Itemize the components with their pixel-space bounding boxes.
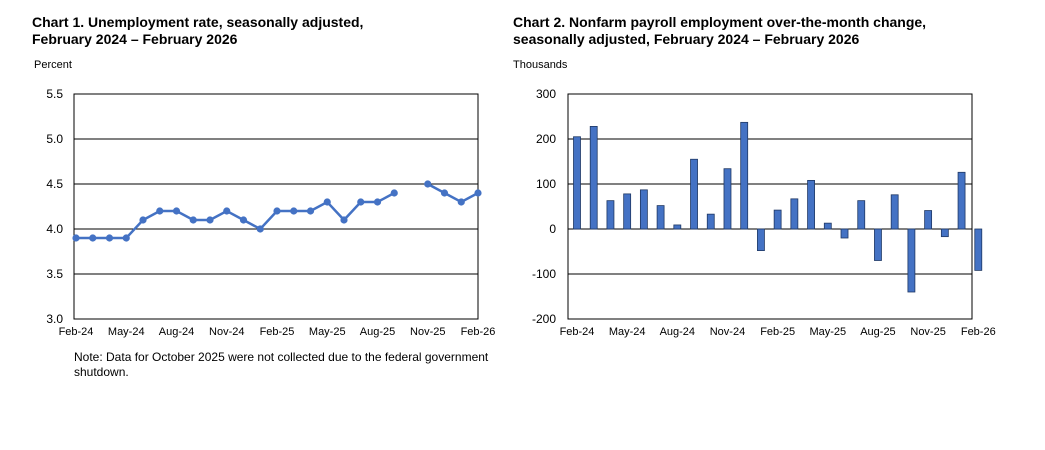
chart2-bar bbox=[907, 228, 916, 293]
chart2-bar bbox=[957, 171, 966, 230]
chart2-xtick-label: Feb-24 bbox=[560, 326, 595, 338]
chart2-bar bbox=[823, 222, 832, 230]
chart1-xtick-label: May-25 bbox=[309, 326, 346, 338]
chart1-title: Chart 1. Unemployment rate, seasonally a… bbox=[32, 14, 363, 48]
chart2-bar bbox=[723, 168, 732, 230]
chart1-data-point bbox=[306, 207, 315, 215]
chart1-xtick-label: Nov-25 bbox=[410, 326, 445, 338]
chart2-ytick-label: 100 bbox=[536, 177, 556, 191]
chart1-ytick-label: 4.5 bbox=[46, 177, 63, 191]
chart1-data-point bbox=[424, 180, 432, 188]
chart2-ytick-label: 0 bbox=[549, 222, 556, 236]
chart2-ytick-label: -200 bbox=[532, 312, 556, 326]
chart2-bar bbox=[573, 136, 581, 230]
chart2-unit-label: Thousands bbox=[513, 59, 568, 71]
chart1-data-point bbox=[290, 207, 298, 215]
chart2-ytick-label: -100 bbox=[532, 267, 556, 281]
chart1-data-point bbox=[139, 216, 147, 224]
chart2-bar bbox=[924, 210, 933, 230]
chart1-title-line1: Chart 1. Unemployment rate, seasonally a… bbox=[32, 14, 364, 30]
chart1-data-point bbox=[89, 234, 97, 242]
chart1-ytick-label: 5.5 bbox=[46, 87, 63, 101]
chart1-xtick-label: Feb-26 bbox=[461, 326, 496, 338]
chart2-xtick-label: Nov-24 bbox=[710, 326, 745, 338]
chart2-bar bbox=[874, 228, 882, 261]
chart1-data-point bbox=[239, 216, 248, 224]
chart1-title-line2: February 2024 – February 2026 bbox=[32, 31, 238, 47]
chart1-xtick-label: Feb-25 bbox=[260, 326, 295, 338]
chart1-data-point bbox=[273, 207, 281, 215]
chart1-plot-frame bbox=[73, 93, 479, 320]
chart2-bar bbox=[673, 224, 682, 230]
chart1-data-point bbox=[474, 189, 482, 197]
chart2-bar bbox=[706, 213, 715, 230]
chart1-series-line bbox=[427, 182, 479, 204]
chart1-ytick-label: 4.0 bbox=[46, 222, 63, 236]
chart1-data-point bbox=[440, 189, 449, 197]
chart2-xtick-label: May-24 bbox=[609, 326, 646, 338]
chart2-bar bbox=[589, 126, 598, 230]
chart1-data-point bbox=[72, 234, 80, 242]
chart1-ytick-label: 3.5 bbox=[46, 267, 63, 281]
chart1-xtick-label: May-24 bbox=[108, 326, 145, 338]
chart1-series-line bbox=[76, 191, 395, 240]
chart2-bar bbox=[840, 228, 849, 239]
chart1-xtick-label: Aug-24 bbox=[159, 326, 194, 338]
chart2-bar bbox=[623, 193, 632, 230]
chart1-data-point bbox=[357, 198, 365, 206]
chart2-bar bbox=[757, 228, 765, 252]
chart1-data-point bbox=[457, 198, 465, 206]
chart2-plot-frame bbox=[567, 93, 973, 320]
chart1-data-point bbox=[172, 207, 181, 215]
chart1-data-point bbox=[223, 207, 231, 215]
chart2-xtick-label: Feb-26 bbox=[961, 326, 996, 338]
chart2-xtick-label: Aug-24 bbox=[660, 326, 695, 338]
chart1-xtick-label: Feb-24 bbox=[59, 326, 94, 338]
chart1-xtick-label: Aug-25 bbox=[360, 326, 395, 338]
chart1-xtick-label: Nov-24 bbox=[209, 326, 244, 338]
chart1-data-point bbox=[156, 207, 164, 215]
chart2-bar bbox=[606, 200, 615, 230]
chart1-note: Note: Data for October 2025 were not col… bbox=[74, 350, 489, 379]
chart2-bar bbox=[790, 198, 799, 230]
chart1-data-point bbox=[390, 189, 398, 197]
chart2-bar bbox=[690, 158, 698, 230]
chart1-data-point bbox=[373, 198, 382, 206]
chart2-bar bbox=[807, 179, 815, 230]
chart1-data-point bbox=[206, 216, 214, 224]
chart2-bar bbox=[857, 200, 866, 230]
chart1-ytick-label: 5.0 bbox=[46, 132, 63, 146]
payroll-bar-chart: -200 -100 0 100 200 300 Feb-24 May-24 Aug-24 Nov-… bbox=[532, 87, 996, 338]
chart2-bar bbox=[940, 228, 949, 238]
chart1-data-point bbox=[256, 225, 264, 233]
chart2-bar bbox=[639, 189, 648, 230]
chart2-bar bbox=[740, 121, 749, 230]
chart2-ytick-label: 300 bbox=[536, 87, 556, 101]
chart1-data-point bbox=[105, 234, 114, 242]
chart1-unit-label: Percent bbox=[34, 59, 72, 71]
chart2-xtick-label: Aug-25 bbox=[860, 326, 895, 338]
chart2-title: Chart 2. Nonfarm payroll employment over… bbox=[513, 14, 926, 48]
chart2-bar bbox=[656, 205, 665, 230]
chart2-ytick-label: 200 bbox=[536, 132, 556, 146]
chart1-data-point bbox=[323, 198, 331, 206]
chart1-data-point bbox=[122, 234, 130, 242]
unemployment-line-chart: 3.0 3.5 4.0 4.5 5.0 5.5 Feb-24 May-24 Aug-24 Nov-… bbox=[46, 87, 495, 338]
chart1-data-point bbox=[340, 216, 348, 224]
chart2-title-line1: Chart 2. Nonfarm payroll employment over… bbox=[513, 14, 927, 30]
chart2-xtick-label: Nov-25 bbox=[910, 326, 945, 338]
chart2-bar bbox=[974, 228, 983, 271]
chart2-xtick-label: May-25 bbox=[809, 326, 846, 338]
chart1-ytick-label: 3.0 bbox=[46, 312, 63, 326]
chart1-data-point bbox=[189, 216, 197, 224]
chart2-xtick-label: Feb-25 bbox=[760, 326, 795, 338]
chart2-bar bbox=[773, 209, 782, 230]
chart2-bar bbox=[890, 194, 899, 230]
chart2-title-line2: seasonally adjusted, February 2024 – Feb… bbox=[513, 31, 860, 47]
